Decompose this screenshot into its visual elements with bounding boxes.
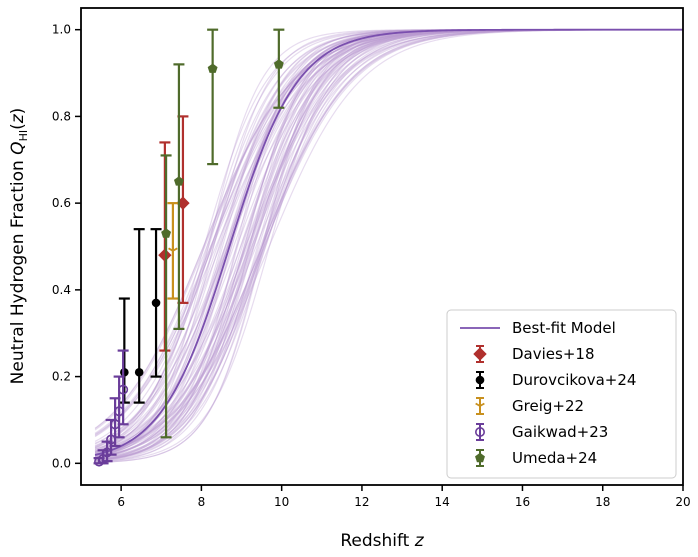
- y-tick-label: 1.0: [52, 23, 71, 37]
- x-axis-label: Redshift z: [340, 531, 424, 551]
- data-point: [151, 298, 161, 308]
- x-tick-label: 18: [595, 495, 610, 509]
- data-point: [161, 228, 172, 238]
- data-point: [168, 247, 178, 256]
- y-tick-label: 0.0: [52, 456, 71, 470]
- x-tick-label: 16: [515, 495, 530, 509]
- legend-item: Davies+18: [473, 345, 595, 363]
- legend-marker: [473, 347, 487, 361]
- x-tick-label: 8: [198, 495, 206, 509]
- x-tick-label: 10: [274, 495, 289, 509]
- best-fit-curve: [94, 28, 683, 456]
- observational-data-layer: [93, 28, 285, 467]
- x-tick-label: 6: [117, 495, 125, 509]
- data-point: [173, 176, 184, 186]
- legend-item: Umeda+24: [475, 449, 597, 467]
- legend-item: Gaikwad+23: [474, 423, 608, 441]
- legend-label: Umeda+24: [512, 449, 597, 467]
- legend-item: Greig+22: [475, 397, 584, 415]
- best-fit-layer: [94, 28, 683, 456]
- y-tick-label: 0.4: [52, 283, 71, 297]
- legend-marker: [475, 375, 485, 385]
- legend-marker: [475, 452, 485, 463]
- data-point: [120, 367, 129, 377]
- legend-label: Greig+22: [512, 397, 584, 415]
- plot-frame: [80, 7, 684, 486]
- y-tick-label: 0.6: [52, 196, 71, 210]
- x-tick-label: 14: [435, 495, 450, 509]
- series-umeda-24: [160, 28, 285, 439]
- y-tick-label: 0.2: [52, 370, 71, 384]
- legend-label: Davies+18: [512, 345, 595, 363]
- legend-marker: [474, 426, 485, 437]
- legend-label: Durovcikova+24: [512, 371, 636, 389]
- data-point: [158, 248, 172, 262]
- data-point: [134, 367, 144, 377]
- y-axis-label: Neutral Hydrogen Fraction QHI(z): [8, 108, 30, 385]
- legend-label: Best-fit Model: [512, 319, 616, 337]
- x-axis-ticks: 6 8 10 12 14 16 18 20: [117, 485, 691, 509]
- legend-box: [446, 309, 677, 479]
- data-point: [273, 59, 284, 69]
- legend-item: Best-fit Model: [460, 319, 616, 337]
- legend-item: Durovcikova+24: [475, 371, 636, 389]
- y-axis-ticks: 0.0 0.2 0.4 0.6 0.8 1.0: [52, 23, 81, 470]
- series-davies-18: [158, 115, 190, 352]
- legend-label: Gaikwad+23: [512, 423, 608, 441]
- series-greig-22: [167, 202, 179, 300]
- x-tick-label: 12: [354, 495, 369, 509]
- y-tick-label: 0.8: [52, 109, 71, 123]
- series-gaikwad-23: [93, 349, 129, 467]
- legend-marker: [475, 402, 485, 411]
- data-point: [207, 63, 218, 73]
- legend: Best-fit Model Davies+18 Durovcikova+24 Gre…: [446, 309, 677, 479]
- x-tick-label: 20: [675, 495, 690, 509]
- data-point: [118, 384, 129, 395]
